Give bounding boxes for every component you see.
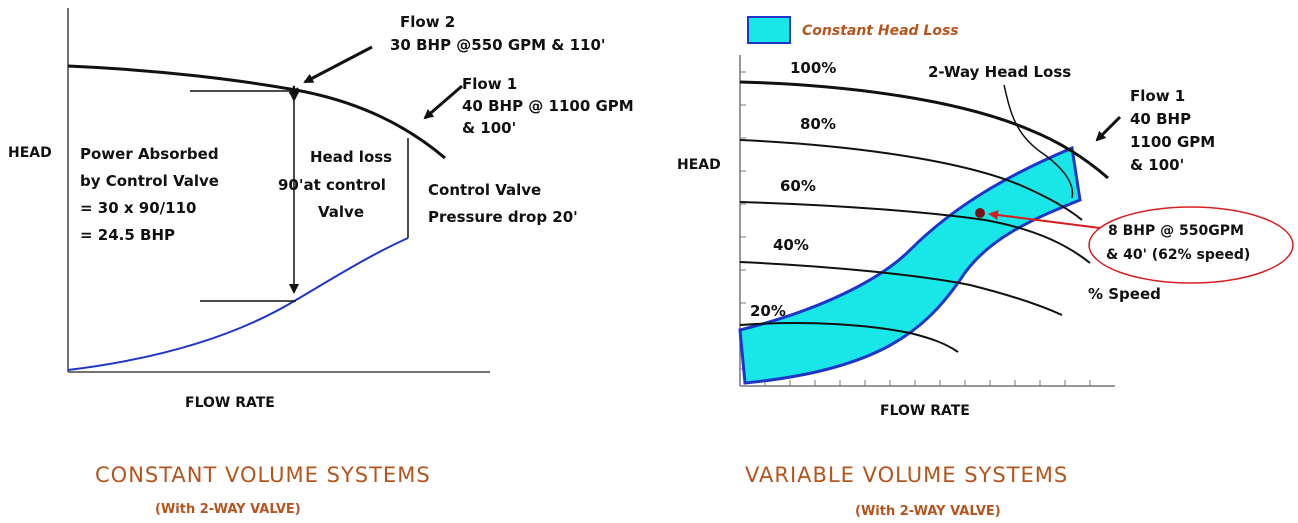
left-power-line3: = 30 x 90/110 xyxy=(80,199,196,217)
right-x-axis-label: FLOW RATE xyxy=(880,403,970,419)
left-panel: ✱ Flow 2 30 BHP @550 GPM & 110' Flow 1 4… xyxy=(8,8,634,517)
pct-speed-label: % Speed xyxy=(1088,285,1161,303)
operating-point xyxy=(975,208,985,218)
right-flow1-line1: Flow 1 xyxy=(1130,87,1185,105)
left-flow2-detail: 30 BHP @550 GPM & 110' xyxy=(390,36,606,54)
operating-point-callout xyxy=(1088,206,1294,284)
right-flow1-line2: 40 BHP xyxy=(1130,110,1191,128)
left-flow1-arrow xyxy=(423,84,463,120)
left-system-curve xyxy=(67,237,409,371)
left-title: CONSTANT VOLUME SYSTEMS xyxy=(95,463,431,487)
legend-swatch xyxy=(747,16,791,44)
operating-point-line2: & 40' (62% speed) xyxy=(1106,247,1250,263)
speed-label-40: 40% xyxy=(773,236,809,254)
left-flow1-line1: 40 BHP @ 1100 GPM xyxy=(462,97,634,115)
right-title: VARIABLE VOLUME SYSTEMS xyxy=(745,463,1068,487)
operating-point-arrow xyxy=(988,210,1101,229)
left-subtitle: (With 2-WAY VALVE) xyxy=(155,502,301,517)
speed-label-100: 100% xyxy=(790,59,836,77)
speed-label-60: 60% xyxy=(780,177,816,195)
left-y-axis-label: HEAD xyxy=(8,145,52,161)
right-flow1-line4: & 100' xyxy=(1130,156,1184,174)
right-subtitle: (With 2-WAY VALVE) xyxy=(855,504,1001,519)
speed-curve-80 xyxy=(739,139,1083,221)
left-power-line1: Power Absorbed xyxy=(80,145,219,163)
speed-curve-20 xyxy=(739,322,959,353)
speed-curve-100 xyxy=(739,80,1109,180)
speed-curve-60 xyxy=(739,201,1091,264)
left-flow1-line2: & 100' xyxy=(462,119,516,137)
left-headloss-line1: Head loss xyxy=(310,148,392,166)
left-cv-line2: Pressure drop 20' xyxy=(428,208,578,226)
left-headloss-line2: 90'at control xyxy=(278,176,386,194)
right-flow1-arrow xyxy=(1095,115,1122,142)
left-power-line4: = 24.5 BHP xyxy=(80,226,175,244)
left-cv-line1: Control Valve xyxy=(428,181,541,199)
left-x-axis-label: FLOW RATE xyxy=(185,395,275,411)
left-flow1-title: Flow 1 xyxy=(462,75,517,93)
left-flow2-marker: ✱ xyxy=(288,84,300,100)
right-y-axis-label: HEAD xyxy=(677,157,721,173)
right-flow1-line3: 1100 GPM xyxy=(1130,133,1215,151)
operating-point-line1: 8 BHP @ 550GPM xyxy=(1108,223,1244,239)
left-flow2-title: Flow 2 xyxy=(400,13,455,31)
right-panel: Constant Head Loss xyxy=(677,16,1294,519)
left-headloss-line3: Valve xyxy=(318,203,364,221)
left-power-line2: by Control Valve xyxy=(80,172,219,190)
twoway-leader xyxy=(1003,84,1074,199)
left-flow2-arrow xyxy=(303,45,373,84)
legend-label: Constant Head Loss xyxy=(802,23,959,39)
speed-label-20: 20% xyxy=(750,302,786,320)
speed-curve-40 xyxy=(739,261,1063,316)
twoway-label: 2-Way Head Loss xyxy=(928,63,1071,81)
speed-label-80: 80% xyxy=(800,115,836,133)
left-pump-curve xyxy=(67,64,446,160)
